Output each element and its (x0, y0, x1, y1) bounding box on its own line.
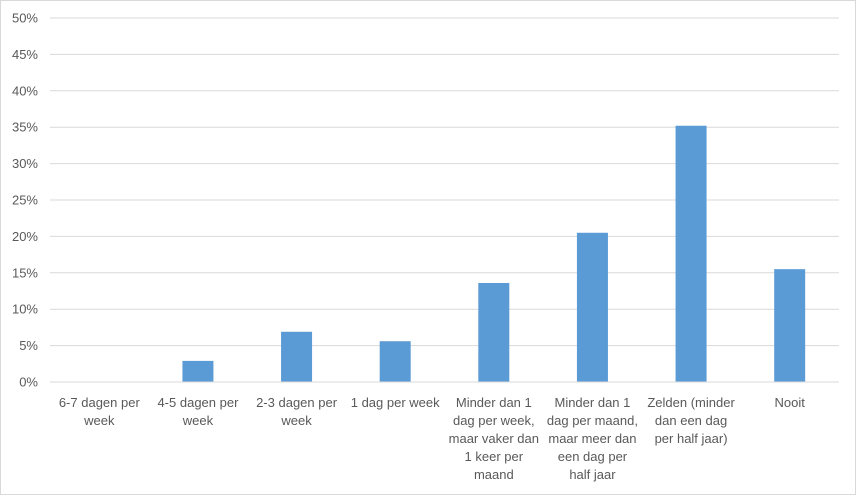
x-category-label-line: week (182, 413, 214, 428)
x-category-label: 2-3 dagen per week (256, 395, 338, 428)
x-category-label: Minder dan 1 dag per maand, maar meer dan e… (547, 395, 638, 482)
x-category-label-line: 4-5 dagen per (157, 395, 239, 410)
y-tick-label: 25% (12, 193, 38, 208)
x-category-label-line: 1 keer per (465, 449, 524, 464)
x-category-label-line: Minder dan 1 (456, 395, 532, 410)
x-category-label-line: 1 dag per week (351, 395, 440, 410)
y-tick-label: 0% (19, 375, 38, 390)
x-category-label: 6-7 dagen per week (59, 395, 141, 428)
y-tick-label: 45% (12, 47, 38, 62)
x-category-label-line: per half jaar) (655, 431, 728, 446)
x-category-label: 1 dag per week (351, 395, 440, 410)
x-category-label-line: Nooit (775, 395, 806, 410)
x-category-label-line: dag per week, (453, 413, 535, 428)
x-category-label: Zelden (minder dan een dag per half jaar) (647, 395, 735, 446)
bar (576, 232, 608, 382)
x-category-label-line: maar meer dan (548, 431, 636, 446)
x-category-label-line: Minder dan 1 (554, 395, 630, 410)
y-tick-label: 40% (12, 83, 38, 98)
x-category-label-line: maar vaker dan (449, 431, 539, 446)
x-category-label-line: dan een dag (655, 413, 727, 428)
bar (774, 269, 806, 382)
y-tick-label: 20% (12, 229, 38, 244)
bar (379, 341, 411, 382)
y-tick-label: 5% (19, 338, 38, 353)
y-tick-label: 10% (12, 302, 38, 317)
x-category-label-line: week (83, 413, 115, 428)
x-category-label-line: Zelden (minder (647, 395, 735, 410)
x-category-label: 4-5 dagen per week (157, 395, 239, 428)
x-category-label-line: een dag per (558, 449, 628, 464)
x-category-label-line: 6-7 dagen per (59, 395, 141, 410)
bar (675, 125, 707, 382)
bar (478, 282, 510, 382)
bar (281, 331, 313, 382)
x-category-label-line: half jaar (569, 467, 616, 482)
y-tick-label: 50% (12, 11, 38, 26)
bar (182, 360, 214, 382)
y-tick-label: 30% (12, 156, 38, 171)
y-tick-label: 35% (12, 120, 38, 135)
y-tick-label: 15% (12, 265, 38, 280)
x-category-label: Nooit (775, 395, 806, 410)
x-category-label-line: 2-3 dagen per (256, 395, 338, 410)
x-category-label-line: week (280, 413, 312, 428)
x-category-label: Minder dan 1 dag per week, maar vaker dan 1… (449, 395, 539, 482)
x-category-label-line: maand (474, 467, 514, 482)
x-category-label-line: dag per maand, (547, 413, 638, 428)
